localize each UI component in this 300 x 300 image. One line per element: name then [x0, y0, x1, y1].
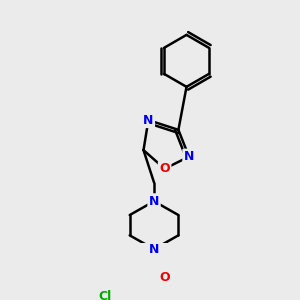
Text: N: N [149, 243, 159, 256]
Text: N: N [149, 195, 159, 208]
Text: N: N [184, 150, 194, 163]
Text: Cl: Cl [99, 290, 112, 300]
Text: O: O [159, 162, 170, 175]
Text: N: N [143, 114, 154, 127]
Text: O: O [159, 271, 170, 284]
